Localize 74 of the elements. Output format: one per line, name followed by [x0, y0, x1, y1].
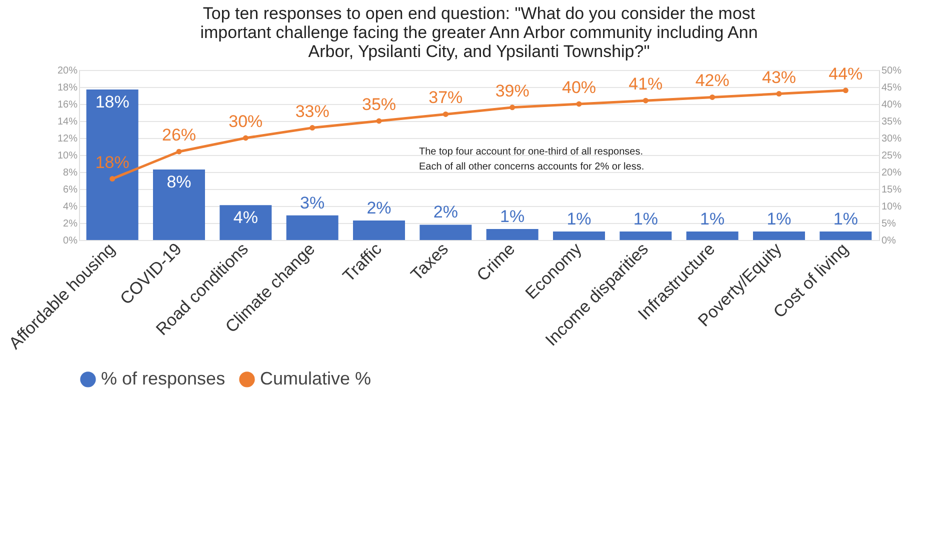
y-tick-label: 18%: [57, 82, 78, 94]
bar: [620, 232, 672, 240]
data-label: 43%: [762, 68, 796, 87]
bar: [553, 232, 605, 240]
bar: [820, 232, 872, 240]
bar: [353, 220, 405, 240]
data-label: 1%: [833, 210, 858, 228]
legend-label: % of responses: [101, 368, 226, 388]
data-label: 35%: [362, 95, 396, 114]
data-label: 2%: [366, 198, 392, 218]
y2-tick-label: 15%: [882, 184, 902, 196]
data-label: 1%: [633, 210, 658, 228]
bar: [220, 205, 272, 240]
y2-tick-label: 0%: [882, 236, 896, 246]
y2-tick-label: 35%: [882, 116, 902, 128]
point: [442, 111, 448, 117]
data-label: 39%: [495, 81, 530, 100]
data-label: 40%: [562, 78, 596, 97]
data-label: 37%: [428, 88, 463, 108]
point: [842, 88, 848, 94]
data-label: 18%: [95, 92, 130, 112]
data-label: 41%: [628, 74, 663, 94]
y2-tick-label: 10%: [882, 202, 902, 212]
y2-tick-label: 25%: [882, 150, 902, 162]
y2-tick-label: 5%: [882, 218, 896, 230]
data-label: 1%: [500, 206, 525, 226]
point: [576, 101, 582, 107]
data-label: 42%: [695, 71, 730, 90]
point: [776, 91, 782, 97]
annotation: The top four account for one-third of all responses. Each of all other concerns accounts for 2% or less.: [419, 146, 644, 172]
y-tick-label: 20%: [57, 66, 78, 76]
data-label: 3%: [300, 193, 325, 212]
data-label: 30%: [228, 112, 263, 131]
y2-tick-label: 40%: [882, 100, 902, 110]
y2-tick-label: 45%: [882, 82, 902, 94]
bar: [86, 90, 138, 240]
data-label: 4%: [233, 208, 258, 228]
legend-label: Cumulative %: [260, 368, 372, 388]
bar: [286, 215, 338, 240]
point: [710, 94, 716, 100]
point: [176, 148, 182, 154]
data-label: 26%: [162, 126, 196, 145]
y2-tick-label: 50%: [882, 66, 902, 76]
data-label: 44%: [828, 64, 863, 84]
data-label: 18%: [95, 152, 130, 172]
y-tick-label: 8%: [63, 168, 78, 178]
y-tick-label: 0%: [63, 236, 78, 246]
bar: [753, 232, 805, 240]
y2-tick-label: 30%: [882, 134, 902, 144]
data-label: 1%: [766, 210, 792, 228]
point: [310, 125, 316, 131]
data-label: 8%: [166, 172, 192, 192]
point: [642, 98, 648, 104]
y-tick-label: 6%: [63, 184, 78, 196]
data-label: 1%: [566, 210, 592, 228]
data-label: 33%: [295, 102, 330, 121]
point: [242, 135, 248, 141]
data-label: 2%: [433, 202, 458, 222]
bar: [153, 169, 205, 240]
y-tick-label: 16%: [57, 100, 78, 110]
y2-tick-label: 20%: [882, 168, 902, 178]
point: [510, 104, 516, 110]
y-tick-label: 4%: [63, 202, 78, 212]
point: [110, 176, 116, 182]
data-label: 1%: [700, 210, 725, 228]
point: [376, 118, 382, 124]
y-tick-label: 10%: [57, 150, 78, 162]
y-tick-label: 12%: [57, 134, 78, 144]
chart-title: Top ten responses to open end question: "What do you consider the most important challenge facing the greater Ann Arbor community including Ann Arbor, Ypsilanti City, and Ypsilanti Township?": [200, 4, 758, 61]
bar: [686, 232, 738, 240]
y-tick-label: 14%: [57, 116, 78, 128]
y-tick-label: 2%: [63, 218, 78, 230]
bar: [486, 228, 538, 240]
bar: [420, 224, 472, 240]
